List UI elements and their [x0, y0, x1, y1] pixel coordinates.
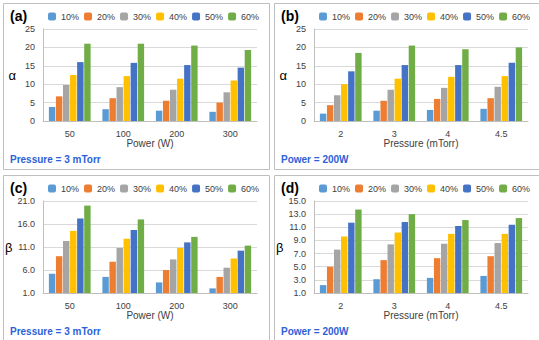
- svg-text:5.0: 5.0: [293, 262, 306, 272]
- svg-text:300: 300: [223, 129, 238, 139]
- svg-text:3: 3: [392, 129, 397, 139]
- svg-text:50%: 50%: [205, 12, 223, 22]
- svg-text:2: 2: [338, 301, 343, 311]
- svg-text:40%: 40%: [169, 184, 187, 194]
- svg-text:100: 100: [116, 301, 131, 311]
- svg-text:10%: 10%: [332, 184, 350, 194]
- svg-text:15.0: 15.0: [288, 196, 306, 206]
- svg-text:0: 0: [301, 116, 306, 126]
- svg-text:Pressure = 3 mTorr: Pressure = 3 mTorr: [10, 326, 101, 337]
- svg-text:Pressure (mTorr): Pressure (mTorr): [383, 310, 458, 321]
- svg-text:40%: 40%: [169, 12, 187, 22]
- svg-text:10%: 10%: [332, 12, 350, 22]
- svg-text:25: 25: [25, 24, 35, 34]
- svg-text:(b): (b): [281, 8, 299, 24]
- svg-text:7.0: 7.0: [293, 249, 306, 259]
- svg-text:20%: 20%: [97, 12, 115, 22]
- svg-text:15: 15: [296, 61, 306, 71]
- svg-text:50: 50: [65, 129, 75, 139]
- svg-text:30%: 30%: [404, 184, 422, 194]
- svg-text:(d): (d): [281, 180, 299, 196]
- svg-text:10%: 10%: [61, 12, 79, 22]
- svg-text:60%: 60%: [241, 12, 259, 22]
- svg-text:β: β: [5, 240, 12, 255]
- svg-text:20: 20: [296, 42, 306, 52]
- svg-text:40%: 40%: [440, 12, 458, 22]
- svg-text:(a): (a): [10, 8, 27, 24]
- svg-text:4.5: 4.5: [495, 129, 508, 139]
- svg-text:5: 5: [30, 98, 35, 108]
- svg-text:Power (W): Power (W): [126, 310, 173, 321]
- svg-text:1.0: 1.0: [22, 288, 35, 298]
- svg-text:β: β: [276, 240, 283, 255]
- svg-text:13.0: 13.0: [288, 209, 306, 219]
- svg-text:Pressure = 3 mTorr: Pressure = 3 mTorr: [10, 154, 101, 165]
- svg-text:10: 10: [296, 79, 306, 89]
- svg-text:3.0: 3.0: [293, 275, 306, 285]
- svg-text:30%: 30%: [133, 12, 151, 22]
- svg-text:10%: 10%: [61, 184, 79, 194]
- svg-text:21.0: 21.0: [17, 196, 35, 206]
- svg-text:50%: 50%: [476, 184, 494, 194]
- svg-text:10: 10: [25, 79, 35, 89]
- svg-text:4: 4: [445, 301, 450, 311]
- svg-text:300: 300: [223, 301, 238, 311]
- svg-text:30%: 30%: [404, 12, 422, 22]
- svg-text:20%: 20%: [368, 184, 386, 194]
- svg-text:60%: 60%: [512, 12, 530, 22]
- svg-text:9.0: 9.0: [293, 235, 306, 245]
- svg-text:15: 15: [25, 61, 35, 71]
- svg-text:200: 200: [169, 129, 184, 139]
- svg-text:60%: 60%: [241, 184, 259, 194]
- svg-text:200: 200: [169, 301, 184, 311]
- svg-text:α: α: [279, 68, 287, 83]
- svg-text:11.0: 11.0: [18, 242, 35, 252]
- svg-text:Pressure (mTorr): Pressure (mTorr): [383, 138, 458, 149]
- svg-text:60%: 60%: [512, 184, 530, 194]
- svg-text:α: α: [8, 68, 16, 83]
- svg-text:30%: 30%: [133, 184, 151, 194]
- svg-text:40%: 40%: [440, 184, 458, 194]
- svg-text:6.0: 6.0: [22, 265, 35, 275]
- svg-text:Power = 200W: Power = 200W: [281, 326, 349, 337]
- svg-text:3: 3: [392, 301, 397, 311]
- svg-text:50%: 50%: [476, 12, 494, 22]
- svg-text:5: 5: [301, 98, 306, 108]
- svg-text:Power (W): Power (W): [126, 138, 173, 149]
- svg-text:Power = 200W: Power = 200W: [281, 154, 349, 165]
- svg-text:20: 20: [25, 42, 35, 52]
- svg-text:25: 25: [296, 24, 306, 34]
- svg-text:(c): (c): [10, 180, 27, 196]
- svg-text:4.5: 4.5: [495, 301, 508, 311]
- svg-text:20%: 20%: [368, 12, 386, 22]
- svg-text:2: 2: [338, 129, 343, 139]
- svg-text:16.0: 16.0: [17, 219, 35, 229]
- svg-text:0: 0: [30, 116, 35, 126]
- svg-text:50%: 50%: [205, 184, 223, 194]
- svg-text:1.0: 1.0: [293, 288, 306, 298]
- svg-text:50: 50: [65, 301, 75, 311]
- svg-text:11.0: 11.0: [289, 222, 306, 232]
- svg-text:100: 100: [116, 129, 131, 139]
- svg-text:4: 4: [445, 129, 450, 139]
- svg-text:20%: 20%: [97, 184, 115, 194]
